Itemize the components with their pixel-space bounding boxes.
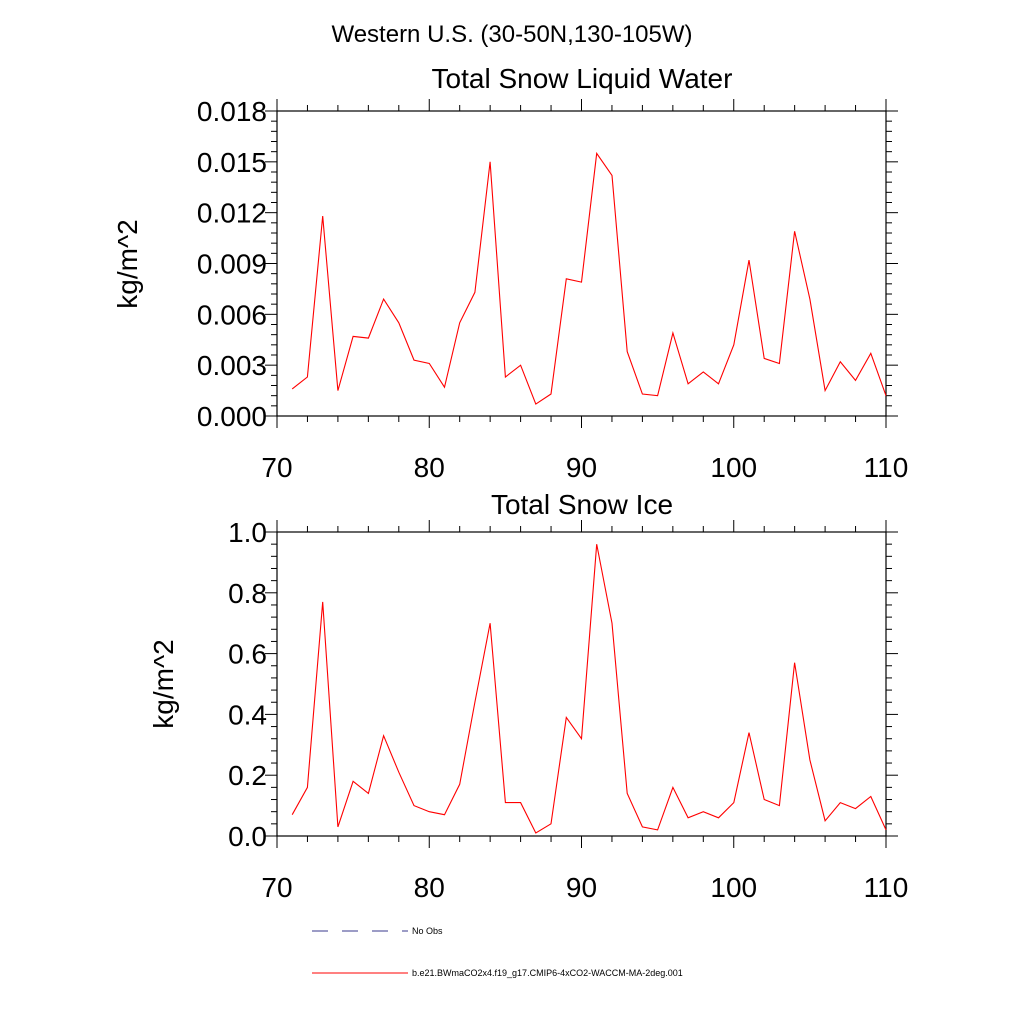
- liquid-water-x-tick-label: 80: [414, 452, 445, 483]
- liquid-water-x-tick-label: 90: [566, 452, 597, 483]
- snow-ice-y-tick-label: 0.8: [228, 578, 267, 609]
- liquid-water-y-tick-label: 0.003: [197, 350, 267, 381]
- liquid-water-plot-frame: [276, 110, 887, 417]
- snow-ice-plot-frame: [276, 531, 887, 837]
- snow-ice-y-tick-label: 1.0: [228, 517, 267, 548]
- liquid-water-y-axis-label: kg/m^2: [112, 219, 143, 308]
- snow-ice-x-tick-label: 80: [414, 872, 445, 903]
- liquid-water-panel: Total Snow Liquid Water kg/m^2 0.000 0.00…: [112, 63, 908, 483]
- snow-ice-y-tick-label: 0.6: [228, 639, 267, 670]
- legend: No Obs b.e21.BWmaCO2x4.f19_g17.CMIP6-4xC…: [312, 926, 683, 978]
- liquid-water-x-tick-label: 110: [864, 452, 909, 483]
- legend-obs-label: No Obs: [412, 926, 443, 936]
- snow-ice-series-line: [291, 544, 887, 834]
- liquid-water-y-tick-label: 0.012: [197, 198, 267, 229]
- snow-ice-panel: Total Snow Ice kg/m^2 0.0 0.2 0.4 0.6 0.8 1.0…: [148, 489, 908, 903]
- snow-ice-y-tick-label: 0.0: [228, 821, 267, 852]
- liquid-water-y-tick-label: 0.018: [197, 96, 267, 127]
- snow-ice-chart-title: Total Snow Ice: [491, 489, 673, 520]
- region-title: Western U.S. (30-50N,130-105W): [331, 21, 692, 48]
- liquid-water-y-tick-label: 0.006: [197, 299, 267, 330]
- snow-ice-x-tick-label: 90: [566, 872, 597, 903]
- snow-ice-x-tick-label: 100: [710, 872, 757, 903]
- liquid-water-y-tick-label: 0.015: [197, 147, 267, 178]
- snow-ice-y-tick-label: 0.4: [228, 699, 267, 730]
- snow-ice-y-axis-label: kg/m^2: [148, 639, 179, 728]
- legend-model-label: b.e21.BWmaCO2x4.f19_g17.CMIP6-4xCO2-WACC…: [412, 968, 683, 978]
- liquid-water-x-tick-label: 70: [261, 452, 292, 483]
- liquid-water-series-line: [291, 151, 887, 405]
- liquid-water-y-tick-label: 0.009: [197, 249, 267, 280]
- liquid-water-x-tick-label: 100: [710, 452, 757, 483]
- liquid-water-chart-title: Total Snow Liquid Water: [432, 63, 733, 94]
- snow-ice-x-tick-label: 70: [261, 872, 292, 903]
- snow-ice-x-tick-label: 110: [864, 872, 909, 903]
- liquid-water-y-tick-label: 0.000: [197, 401, 267, 432]
- snow-ice-y-tick-label: 0.2: [228, 760, 267, 791]
